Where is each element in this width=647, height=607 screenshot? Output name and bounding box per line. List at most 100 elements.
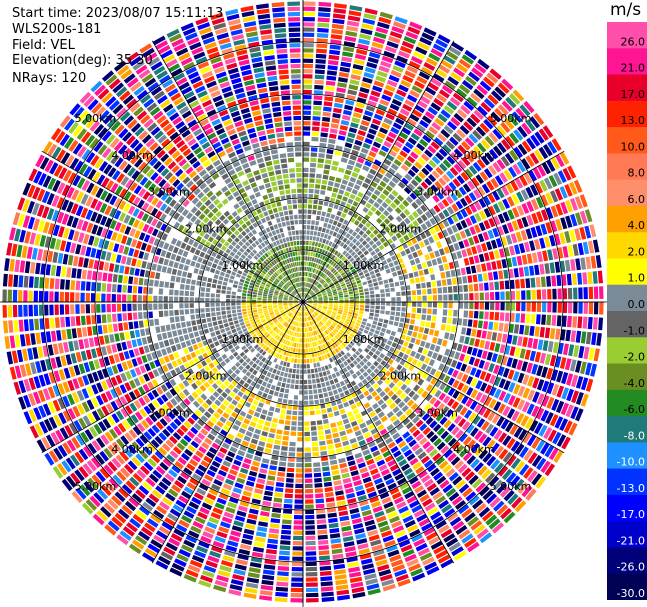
- ppi-cell: [153, 295, 158, 302]
- ppi-cell: [396, 291, 401, 297]
- ppi-cell: [304, 282, 306, 287]
- ppi-cell: [141, 355, 148, 364]
- ppi-cell: [206, 451, 215, 459]
- ppi-cell: [426, 315, 432, 321]
- ppi-cell: [290, 384, 295, 389]
- ppi-cell: [292, 309, 296, 313]
- ppi-cell: [417, 249, 423, 257]
- ppi-cell: [484, 311, 489, 320]
- ppi-cell: [391, 306, 396, 311]
- ppi-cell: [499, 486, 511, 498]
- ppi-cell: [295, 489, 303, 494]
- ppi-cell: [503, 169, 513, 181]
- ppi-cell: [325, 313, 330, 317]
- ppi-cell: [319, 440, 326, 446]
- ppi-cell: [158, 481, 169, 491]
- ppi-cell: [133, 321, 139, 329]
- ppi-cell: [372, 141, 382, 149]
- ppi-cell: [293, 363, 297, 369]
- ppi-cell: [412, 416, 420, 424]
- ppi-cell: [466, 96, 478, 107]
- ppi-cell: [352, 112, 362, 119]
- ppi-cell: [538, 424, 548, 437]
- ppi-cell: [326, 257, 331, 263]
- ppi-cell: [488, 363, 495, 373]
- ppi-cell: [494, 462, 505, 474]
- ppi-cell: [432, 337, 438, 344]
- ppi-cell: [556, 315, 562, 327]
- ppi-cell: [322, 387, 327, 393]
- ppi-cell: [308, 332, 311, 337]
- ppi-cell: [364, 177, 372, 185]
- ppi-cell: [455, 479, 466, 490]
- ppi-cell: [330, 214, 336, 220]
- ppi-cell: [360, 324, 366, 329]
- ppi-cell: [368, 95, 379, 103]
- ppi-cell: [348, 242, 354, 248]
- ppi-cell: [183, 347, 189, 355]
- ppi-cell: [353, 262, 359, 268]
- ppi-cell: [322, 294, 327, 297]
- ppi-cell: [238, 505, 248, 512]
- ppi-cell: [443, 263, 450, 271]
- ppi-cell: [257, 390, 263, 397]
- ppi-cell: [304, 312, 306, 317]
- ppi-cell: [344, 142, 353, 149]
- ppi-cell: [525, 155, 535, 167]
- ppi-cell: [513, 426, 523, 438]
- ppi-cell: [214, 502, 225, 510]
- ppi-cell: [519, 324, 525, 335]
- ppi-cell: [466, 247, 473, 256]
- ppi-cell: [307, 214, 312, 220]
- ppi-cell: [366, 458, 375, 466]
- ppi-cell: [290, 431, 297, 436]
- ppi-cell: [340, 281, 345, 285]
- ppi-cell: [177, 329, 183, 336]
- ppi-cell: [344, 306, 349, 309]
- ppi-cell: [484, 372, 492, 383]
- ppi-cell: [331, 28, 344, 35]
- ppi-cell: [303, 240, 306, 245]
- ppi-cell: [486, 455, 497, 467]
- ppi-cell: [304, 277, 306, 282]
- ppi-cell: [193, 422, 202, 431]
- ppi-cell: [275, 347, 280, 352]
- ppi-cell: [353, 480, 363, 487]
- ppi-cell: [403, 467, 413, 476]
- ppi-cell: [295, 327, 298, 332]
- ppi-cell: [305, 287, 307, 292]
- ppi-cell: [80, 292, 85, 302]
- ppi-cell: [368, 463, 377, 471]
- ppi-cell: [197, 464, 207, 473]
- ppi-cell: [274, 328, 279, 333]
- ppi-cell: [173, 337, 180, 344]
- ppi-cell: [427, 288, 432, 295]
- ppi-cell: [559, 186, 568, 199]
- ppi-cell: [290, 592, 303, 598]
- ppi-cell: [314, 79, 324, 85]
- ppi-cell: [143, 446, 153, 456]
- ppi-cell: [419, 437, 428, 446]
- ppi-cell: [236, 309, 242, 313]
- ppi-cell: [303, 69, 313, 74]
- ppi-cell: [327, 334, 332, 339]
- ppi-cell: [506, 408, 516, 419]
- ppi-cell: [365, 354, 371, 360]
- ppi-cell: [315, 258, 319, 263]
- ppi-cell: [351, 117, 361, 124]
- ppi-cell: [190, 351, 197, 359]
- ppi-cell: [481, 263, 487, 272]
- ppi-cell: [188, 332, 195, 339]
- ppi-cell: [355, 357, 362, 363]
- ppi-cell: [400, 164, 409, 172]
- ppi-cell: [344, 546, 356, 553]
- ppi-cell: [300, 364, 303, 369]
- ppi-cell: [521, 203, 530, 214]
- ppi-cell: [389, 402, 397, 410]
- ppi-cell: [49, 291, 54, 302]
- ppi-cell: [486, 331, 492, 340]
- ppi-cell: [278, 461, 287, 467]
- ppi-cell: [138, 312, 143, 320]
- ppi-cell: [320, 570, 332, 576]
- ppi-cell: [303, 214, 307, 219]
